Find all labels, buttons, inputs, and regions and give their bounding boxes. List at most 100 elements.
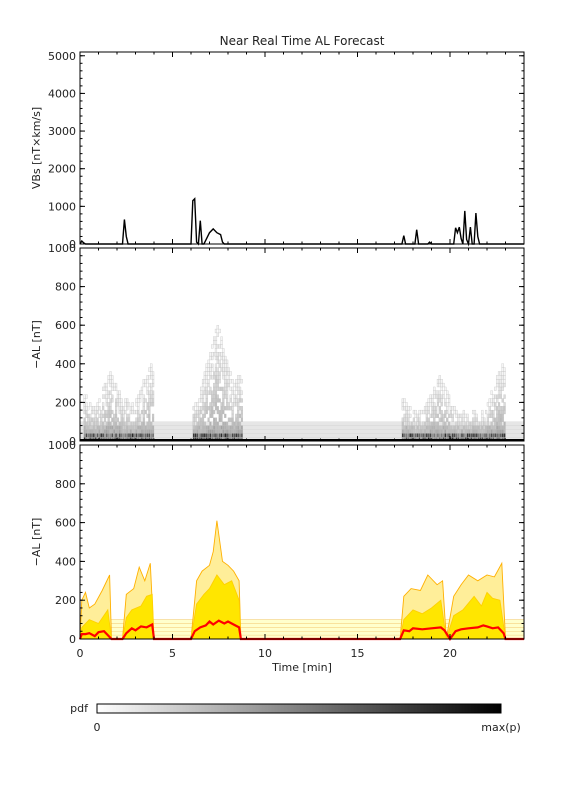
pdf-cell [224, 359, 227, 364]
pdf-cell [433, 413, 436, 418]
pdf-cell [201, 398, 205, 403]
pdf-cell [238, 398, 242, 403]
pdf-cell [213, 398, 216, 403]
pdf-cell [196, 413, 199, 418]
pdf-cell [499, 386, 502, 391]
pdf-cell [213, 394, 216, 399]
pdf-cell [237, 386, 240, 391]
pdf-cell [238, 421, 242, 426]
pdf-cell [150, 375, 153, 380]
pdf-cell [109, 382, 112, 388]
pdf-cell [446, 429, 449, 434]
pdf-cell [142, 429, 145, 434]
pdf-cell [225, 371, 229, 376]
pdf-cell [151, 375, 155, 380]
pdf-cell [237, 421, 240, 426]
pdf-cell [503, 379, 506, 384]
pdf-cell [214, 371, 218, 376]
pdf-cell [109, 409, 112, 415]
pdf-cell [196, 402, 199, 407]
pdf-cell [488, 413, 491, 418]
pdf-cell [420, 425, 423, 430]
pdf-cell [201, 417, 205, 422]
pdf-cell [451, 433, 454, 438]
pdf-cell [496, 425, 499, 430]
pdf-cell [435, 429, 438, 434]
pdf-cell [122, 406, 125, 411]
pdf-cell [438, 394, 441, 399]
pdf-cell [401, 425, 404, 430]
pdf-cell [496, 379, 499, 384]
pdf-cell [127, 413, 131, 418]
pdf-cell [501, 386, 504, 391]
pdf-cell [105, 386, 108, 391]
pdf-cell [90, 433, 94, 438]
pdf-cell [148, 421, 151, 426]
pdf-cell [140, 386, 144, 391]
pdf-cell [216, 379, 219, 384]
pdf-cell [429, 402, 432, 407]
pdf-cell [139, 433, 142, 438]
pdf-cell [220, 402, 223, 407]
pdf-cell [418, 413, 421, 418]
pdf-cell [102, 413, 105, 418]
y-tick-label: 600 [55, 517, 76, 530]
pdf-cell [416, 429, 419, 434]
pdf-cell [451, 425, 454, 430]
pdf-cell [98, 398, 101, 403]
y-tick-label: 800 [55, 478, 76, 491]
pdf-cell [407, 433, 410, 438]
pdf-cell [124, 425, 127, 430]
pdf-cell [494, 406, 497, 411]
pdf-cell [433, 409, 436, 415]
pdf-cell [233, 425, 236, 430]
pdf-cell [405, 417, 408, 422]
pdf-cell [422, 421, 425, 426]
pdf-cell [218, 413, 221, 418]
pdf-cell [211, 367, 214, 372]
pdf-cell [503, 409, 506, 415]
pdf-cell [435, 390, 438, 395]
pdf-cell [410, 425, 414, 430]
pdf-cell [200, 433, 203, 438]
pdf-cell [85, 425, 88, 430]
pdf-cell [120, 409, 123, 415]
pdf-cell [494, 394, 497, 399]
pdf-cell [113, 433, 116, 438]
pdf-cell [203, 413, 206, 418]
pdf-cell [447, 425, 451, 430]
pdf-cell [111, 433, 114, 438]
pdf-cell [216, 352, 219, 357]
pdf-cell [225, 367, 229, 372]
vbs-axes: 0 1000 2000 3000 4000 5000 [48, 50, 525, 251]
pdf-cell [429, 425, 432, 430]
pdf-cell [438, 425, 441, 430]
pdf-cell [475, 425, 478, 430]
pdf-cell [240, 413, 243, 418]
pdf-cell [127, 425, 131, 430]
pdf-cell [209, 355, 212, 361]
pdf-cell [107, 379, 110, 384]
pdf-cell [442, 413, 445, 418]
pdf-cell [142, 413, 145, 418]
pdf-cell [214, 348, 218, 353]
forecast-series-line [79, 574, 524, 640]
pdf-cell [96, 406, 99, 411]
pdf-cell [431, 421, 434, 426]
y-tick-label: 0 [69, 435, 76, 448]
pdf-cell [227, 371, 231, 376]
pdf-cell [435, 413, 438, 418]
pdf-cell [92, 409, 95, 415]
pdf-cell [85, 413, 88, 418]
pdf-cell [473, 409, 477, 415]
pdf-cell [427, 417, 430, 422]
pdf-cell [129, 406, 132, 411]
pdf-cell [150, 433, 153, 438]
pdf-cell [92, 429, 95, 434]
pdf-cell [216, 398, 219, 403]
pdf-cell [237, 425, 240, 430]
pdf-cell [102, 386, 105, 391]
pdf-cell [220, 352, 223, 357]
pdf-cell [238, 394, 242, 399]
